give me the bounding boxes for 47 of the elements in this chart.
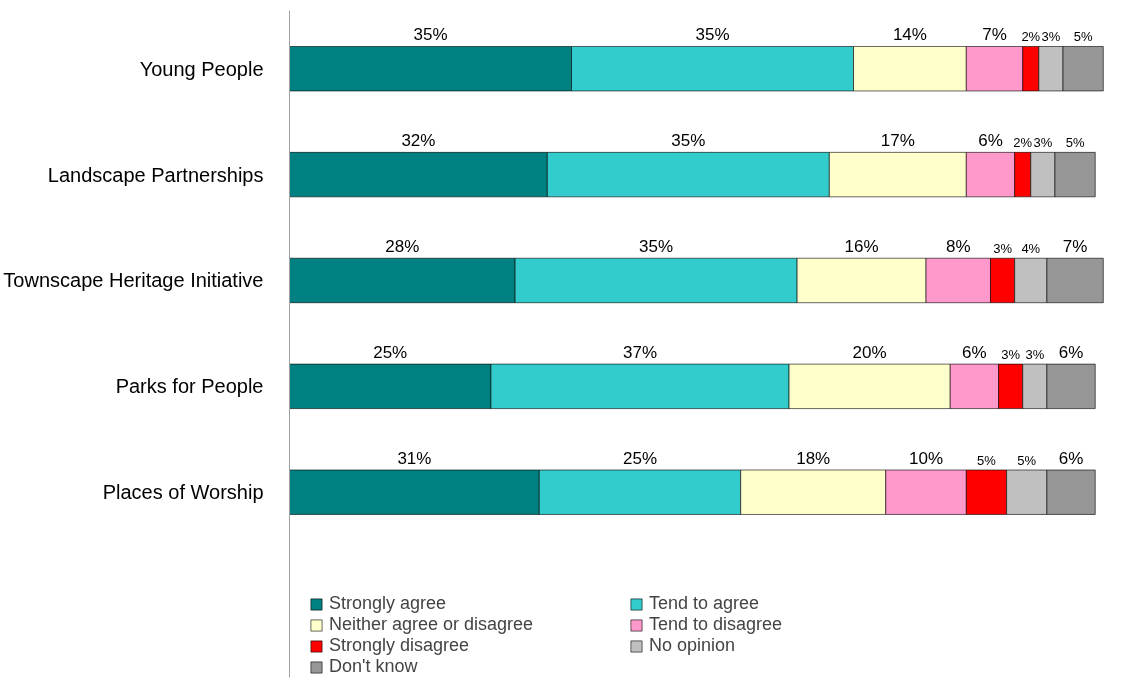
data-label: 37% xyxy=(622,343,658,362)
data-label: 6% xyxy=(962,343,987,362)
data-label: 8% xyxy=(945,237,971,257)
data-label: 17% xyxy=(880,131,915,151)
data-label: 5% xyxy=(1065,135,1085,151)
data-label: 10% xyxy=(909,448,944,468)
data-label: 31% xyxy=(397,448,432,468)
data-label: 5% xyxy=(977,452,997,468)
data-label: 18% xyxy=(796,448,831,468)
data-label: 3% xyxy=(1041,29,1061,45)
data-label: 6% xyxy=(978,131,1003,151)
data-label: 5% xyxy=(1017,452,1037,468)
legend-label: Strongly agree xyxy=(329,593,448,614)
data-label: 35% xyxy=(639,237,674,257)
data-label: 3% xyxy=(1025,347,1045,362)
data-label: 35% xyxy=(671,131,706,151)
legend-label: Don't know xyxy=(329,656,419,677)
data-label: 2% xyxy=(1021,29,1041,45)
data-label: 25% xyxy=(373,343,408,362)
legend-label: Neither agree or disagree xyxy=(329,614,535,635)
data-label: 5% xyxy=(1073,29,1093,45)
data-label: 20% xyxy=(852,343,887,362)
y-tick-label: Young People xyxy=(139,57,264,80)
data-label: 35% xyxy=(695,25,730,45)
legend-label: Tend to agree xyxy=(649,593,761,614)
y-tick-label: Places of Worship xyxy=(102,481,264,504)
data-label: 7% xyxy=(982,25,1007,45)
data-label: 6% xyxy=(1058,448,1084,468)
data-label: 7% xyxy=(1062,237,1088,257)
y-tick-label: Parks for People xyxy=(115,375,264,398)
data-label: 25% xyxy=(622,448,658,468)
data-label: 6% xyxy=(1058,343,1084,362)
legend-label: Strongly disagree xyxy=(329,635,471,656)
legend-label: No opinion xyxy=(649,635,737,656)
data-label: 28% xyxy=(385,237,420,257)
data-label: 32% xyxy=(401,131,436,151)
legend-label: Tend to disagree xyxy=(649,614,784,635)
data-label: 3% xyxy=(1001,347,1021,362)
data-label: 35% xyxy=(413,25,448,45)
data-label: 3% xyxy=(1033,135,1053,151)
data-label: 4% xyxy=(1021,241,1041,257)
data-label: 16% xyxy=(844,237,879,257)
data-label: 3% xyxy=(993,241,1013,257)
y-tick-label: Townscape Heritage Initiative xyxy=(3,269,264,292)
y-tick-label: Landscape Partnerships xyxy=(47,163,264,186)
data-label: 2% xyxy=(1013,135,1033,151)
data-label: 14% xyxy=(892,25,927,45)
